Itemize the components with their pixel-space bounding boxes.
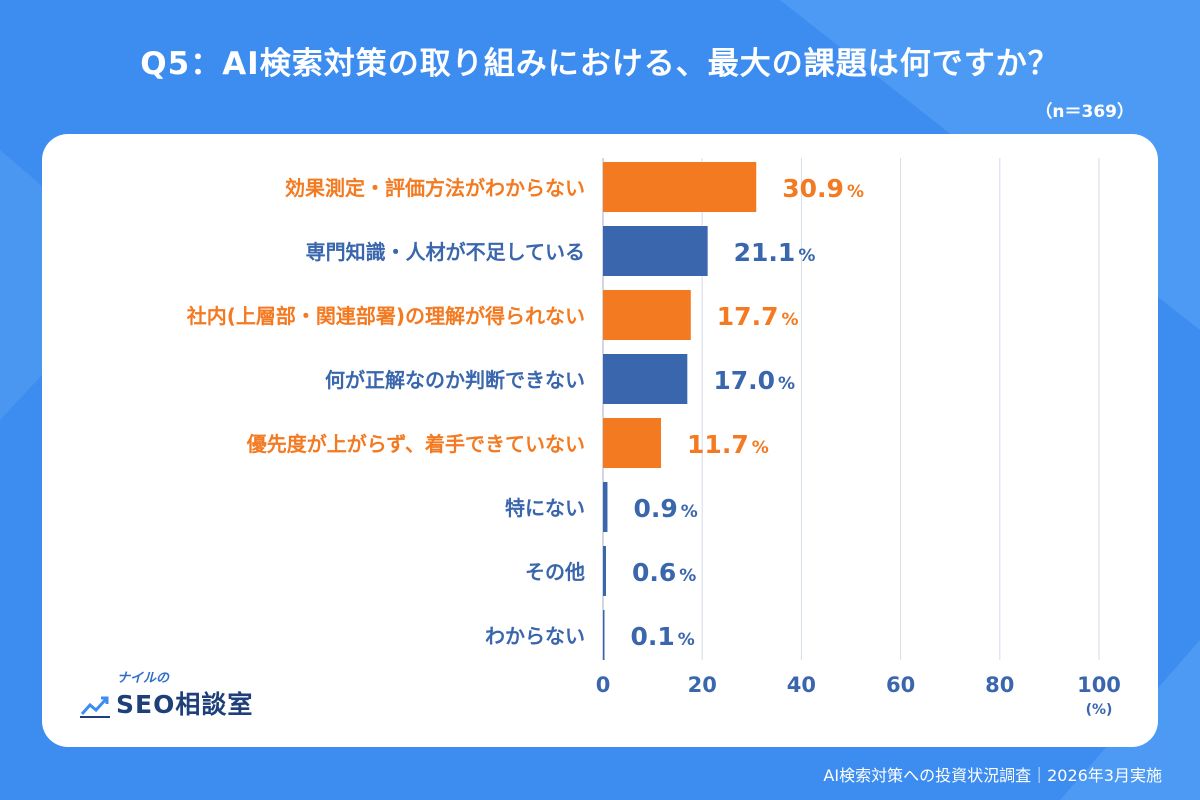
logo-text: SEO相談室 <box>116 690 254 719</box>
value-label: 11.7% <box>687 430 769 459</box>
x-tick-label: 0 <box>596 673 611 697</box>
category-label: 社内(上層部・関連部署)の理解が得られない <box>186 304 585 328</box>
bar <box>603 354 688 404</box>
value-label: 0.9% <box>633 494 697 523</box>
x-tick-label: 80 <box>985 673 1014 697</box>
bar <box>603 226 708 276</box>
value-label: 0.1% <box>631 622 695 651</box>
x-tick-label: 100 <box>1077 673 1121 697</box>
category-label: 何が正解なのか判断できない <box>325 368 585 392</box>
chart-title: Q5：AI検索対策の取り組みにおける、最大の課題は何ですか？ <box>140 46 1060 82</box>
category-label: その他 <box>525 560 585 584</box>
sample-size: （n＝369） <box>1035 102 1134 122</box>
value-label: 17.7% <box>717 302 799 331</box>
category-label: わからない <box>485 624 585 648</box>
value-label: 30.9% <box>782 174 864 203</box>
trend-chart-icon <box>80 696 110 718</box>
value-label: 17.0% <box>713 366 795 395</box>
category-label: 特にない <box>505 496 585 520</box>
x-tick-label: 40 <box>787 673 816 697</box>
footer-note: AI検索対策への投資状況調査｜2026年3月実施 <box>823 766 1162 785</box>
logo-subtext: ナイルの <box>117 671 170 686</box>
bar-chart: 0 20 40 60 80 100 (%) 効果測定・評価方法がわからない 30.9 % 専門知識・… <box>186 158 1121 718</box>
bar <box>603 162 757 212</box>
category-label: 効果測定・評価方法がわからない <box>285 176 585 200</box>
category-label: 優先度が上がらず、着手できていない <box>246 432 585 456</box>
chart-card: 0 20 40 60 80 100 (%) 効果測定・評価方法がわからない 30.9% 専門知識・… <box>42 134 1158 747</box>
x-tick-label: 60 <box>886 673 915 697</box>
x-axis-unit: (%) <box>1086 702 1113 718</box>
logo: ナイルの SEO相談室 <box>80 667 260 723</box>
bar <box>603 482 608 532</box>
bar <box>603 418 662 468</box>
value-label: 21.1% <box>734 238 816 267</box>
category-label: 専門知識・人材が不足している <box>306 240 585 264</box>
bar <box>603 610 605 660</box>
x-tick-label: 20 <box>688 673 717 697</box>
bar <box>603 290 691 340</box>
bar <box>603 546 606 596</box>
value-label: 0.6% <box>632 558 696 587</box>
